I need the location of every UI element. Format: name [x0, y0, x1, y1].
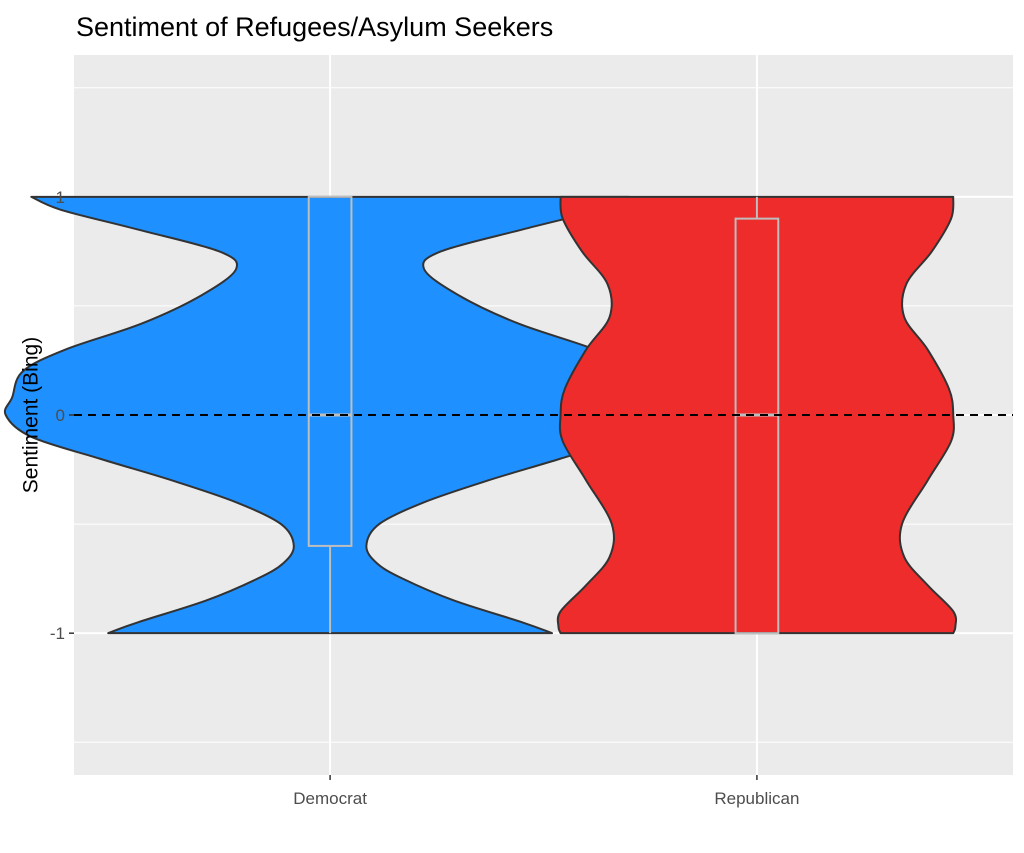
x-tick-label: Republican	[714, 789, 799, 808]
y-tick-label: 1	[56, 188, 65, 207]
boxplot-box	[734, 217, 780, 635]
y-tick-label: 0	[56, 406, 65, 425]
chart-title: Sentiment of Refugees/Asylum Seekers	[76, 12, 553, 42]
y-axis-title: Sentiment (Bing)	[19, 337, 42, 493]
boxplot-republican	[734, 196, 780, 635]
boxplot-layer	[307, 195, 780, 635]
y-axis: -1 0 1	[50, 188, 74, 643]
x-axis: Democrat Republican	[293, 775, 799, 808]
boxplot-box	[307, 195, 353, 547]
x-tick-label: Democrat	[293, 789, 367, 808]
y-tick-label: -1	[50, 624, 65, 643]
